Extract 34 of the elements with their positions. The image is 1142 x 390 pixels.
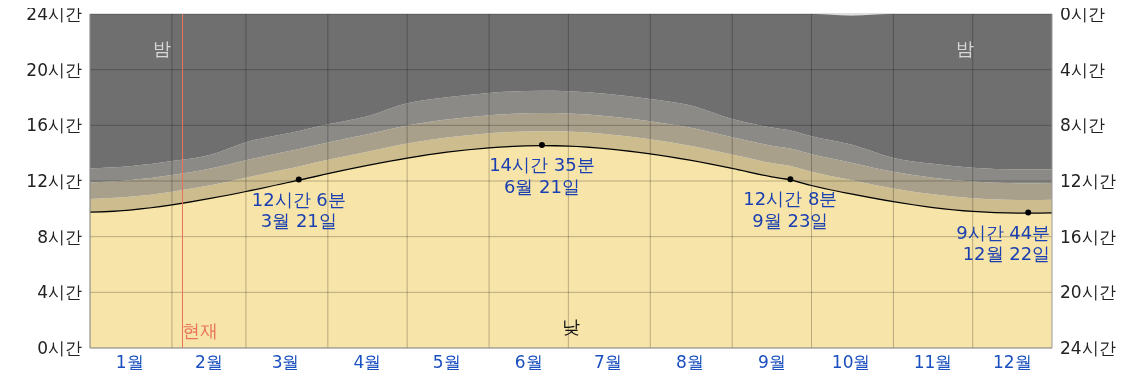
annotation: 9시간 44분 12월 22일 — [956, 221, 1051, 265]
x-tick-label: 4월 — [353, 352, 382, 373]
x-tick-label: 3월 — [271, 352, 300, 373]
y2-tick-label: 4시간 — [1060, 59, 1105, 80]
y2-tick-label: 8시간 — [1060, 115, 1105, 136]
y2-tick-label: 20시간 — [1060, 282, 1116, 303]
annotation: 밤 — [153, 38, 172, 60]
x-tick-label: 6월 — [514, 352, 543, 373]
annotation: 낮 — [562, 315, 580, 337]
x-tick-label: 9월 — [757, 352, 786, 373]
y-tick-label: 12시간 — [26, 171, 82, 192]
annotation: 12시간 8분 9월 23일 — [743, 188, 838, 231]
y-tick-label: 0시간 — [37, 338, 82, 359]
y2-tick-label: 12시간 — [1060, 171, 1116, 192]
annotation: 14시간 35분 6월 21일 — [489, 154, 595, 197]
x-tick-label: 8월 — [676, 352, 704, 373]
annotation: 12시간 6분 3월 21일 — [251, 188, 346, 232]
y-tick-label: 8시간 — [37, 226, 82, 247]
y-tick-label: 16시간 — [26, 115, 82, 136]
y2-tick-label: 24시간 — [1060, 338, 1116, 359]
x-tick-label: 2월 — [195, 352, 223, 373]
y2-tick-label: 16시간 — [1060, 226, 1116, 247]
annotation: 밤 — [956, 38, 975, 60]
x-tick-label: 7월 — [594, 352, 622, 373]
x-tick-label: 10월 — [831, 352, 871, 373]
x-tick-label: 12월 — [993, 352, 1032, 373]
y-tick-label: 20시간 — [26, 59, 82, 80]
y-tick-label: 4시간 — [37, 282, 82, 303]
y2-tick-label: 0시간 — [1060, 4, 1105, 25]
x-tick-label: 5월 — [432, 352, 461, 373]
ref-line-label: 현재 — [181, 320, 218, 341]
x-tick-label: 1월 — [115, 352, 144, 373]
x-tick-label: 11월 — [913, 352, 953, 373]
y-tick-label: 24시간 — [26, 4, 82, 25]
